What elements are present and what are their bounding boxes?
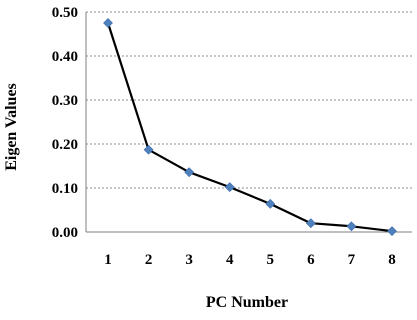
data-point-marker <box>184 167 195 178</box>
data-point-marker <box>387 226 397 237</box>
x-tick-label: 1 <box>104 252 112 268</box>
x-tick-label: 3 <box>185 252 193 268</box>
y-tick-label: 0.30 <box>52 93 78 109</box>
axes <box>85 12 412 233</box>
y-tick-labels: 0.00 0.10 0.20 0.30 0.40 0.50 <box>52 5 78 241</box>
x-tick-label: 8 <box>388 252 396 268</box>
x-axis-title: PC Number <box>206 294 288 311</box>
data-point-marker <box>143 144 154 155</box>
series-line <box>106 22 393 233</box>
x-tick-label: 4 <box>226 252 234 268</box>
x-tick-label: 5 <box>267 252 275 268</box>
y-tick-label: 0.00 <box>52 225 78 241</box>
y-tick-label: 0.10 <box>52 181 78 197</box>
data-point-marker <box>265 198 276 209</box>
data-point-marker <box>346 221 357 232</box>
data-point-marker <box>305 218 316 229</box>
x-tick-labels: 1 2 3 4 5 6 7 8 <box>104 252 395 268</box>
data-point-marker <box>103 18 113 28</box>
data-point-marker <box>224 182 235 193</box>
series-layer <box>103 18 397 237</box>
x-tick-label: 2 <box>145 252 153 268</box>
y-tick-label: 0.40 <box>52 49 78 65</box>
x-tick-label: 7 <box>348 252 356 268</box>
y-tick-label: 0.50 <box>52 5 78 21</box>
y-axis-title: Eigen Values <box>3 83 20 171</box>
y-tick-label: 0.20 <box>52 137 78 153</box>
x-tick-label: 6 <box>307 252 315 268</box>
